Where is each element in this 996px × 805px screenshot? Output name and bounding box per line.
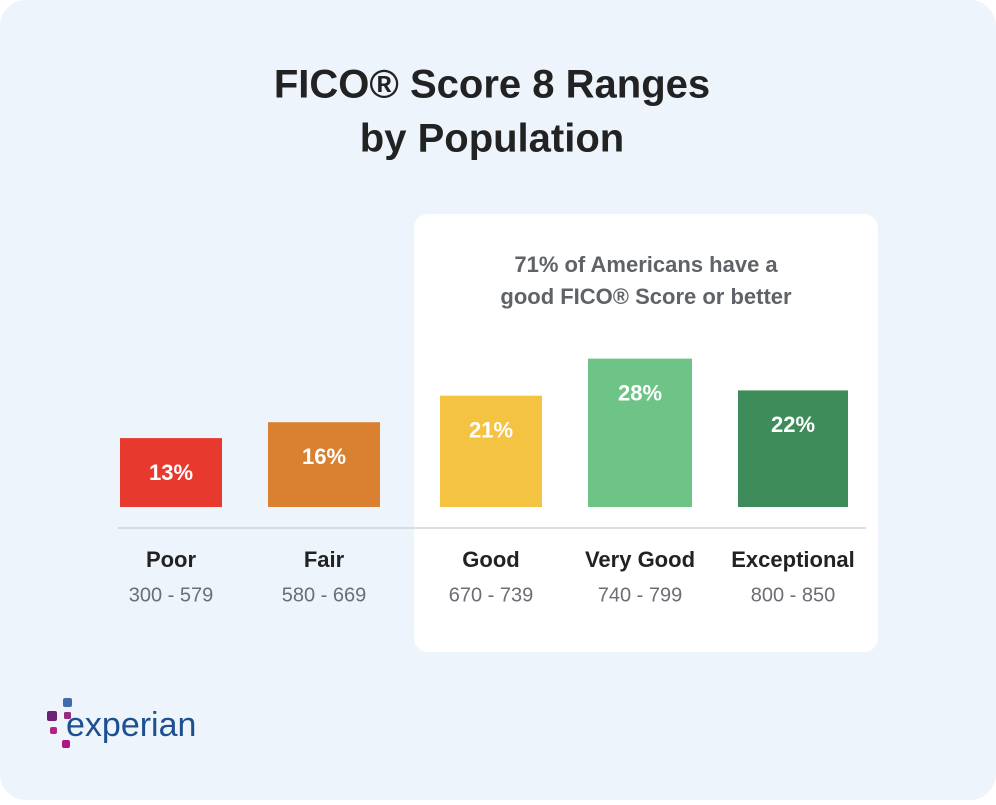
data-label: 16% bbox=[302, 444, 346, 469]
annotation: 71% of Americans have a bbox=[514, 252, 778, 277]
range-label: 740 - 799 bbox=[598, 584, 683, 606]
range-label: 300 - 579 bbox=[129, 584, 214, 606]
bar bbox=[588, 358, 692, 507]
category-label: Very Good bbox=[585, 547, 695, 572]
data-label: 13% bbox=[149, 460, 193, 485]
range-label: 800 - 850 bbox=[751, 584, 836, 606]
annotation: good FICO® Score or better bbox=[500, 284, 792, 309]
chart-title: by Population bbox=[360, 117, 624, 161]
range-label: 580 - 669 bbox=[282, 584, 367, 606]
category-label: Fair bbox=[304, 547, 345, 572]
bar bbox=[738, 390, 848, 507]
range-label: 670 - 739 bbox=[449, 584, 534, 606]
data-label: 28% bbox=[618, 380, 662, 405]
logo-mark bbox=[47, 698, 72, 748]
chart-title: FICO® Score 8 Ranges bbox=[274, 63, 710, 107]
category-label: Exceptional bbox=[731, 547, 854, 572]
logo-text: experian bbox=[66, 706, 196, 744]
bar bbox=[268, 422, 380, 507]
data-label: 21% bbox=[469, 418, 513, 443]
category-label: Good bbox=[462, 547, 519, 572]
bar bbox=[120, 438, 222, 507]
category-label: Poor bbox=[146, 547, 197, 572]
bar bbox=[440, 395, 542, 507]
data-label: 22% bbox=[771, 412, 815, 437]
